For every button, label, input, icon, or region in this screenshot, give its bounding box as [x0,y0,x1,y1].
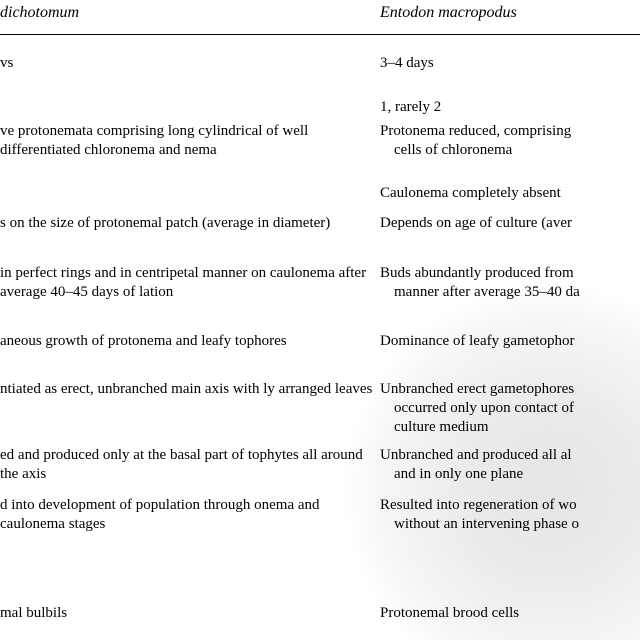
table-cell-left [0,92,380,98]
table-cell-left: aneous growth of protonema and leafy top… [0,326,380,351]
table-cell-left: ed and produced only at the basal part o… [0,440,380,484]
table-cell-right: 1, rarely 2 [380,92,640,117]
cell-line: cells of chloronema [380,141,640,160]
table-cell-right: 3–4 days [380,48,640,73]
column-left-header: dichotomum [0,0,380,35]
cell-line: Unbranched erect gametophores [380,380,640,399]
cell-line: Protonema reduced, comprising [380,122,640,141]
table-cell-right: Protonema reduced, comprising cells of c… [380,116,640,160]
table-cell-left [0,538,380,544]
table-cell-right: Protonemal brood cells [380,598,640,623]
table-cell-right: Resulted into regeneration of wo without… [380,490,640,534]
cell-line: Buds abundantly produced from [380,264,640,283]
table-cell-left: s on the size of protonemal patch (avera… [0,208,380,233]
table-cell-right: Unbranched and produced all al and in on… [380,440,640,484]
table-cell-right: Depends on age of culture (aver [380,208,640,233]
cell-line: Resulted into regeneration of wo [380,496,640,515]
cell-line: Unbranched and produced all al [380,446,640,465]
table-cell-left: in perfect rings and in centripetal mann… [0,258,380,302]
cell-line: without an intervening phase o [380,515,640,534]
table-cell-right [380,538,640,544]
table-cell-right: Caulonema completely absent [380,178,640,203]
table-cell-left: mal bulbils [0,598,380,623]
table-cell-right: Dominance of leafy gametophor [380,326,640,351]
cell-line: culture medium [380,418,640,437]
table-cell-left: d into development of population through… [0,490,380,534]
table-cell-left: vs [0,48,380,73]
table-cell-left: ntiated as erect, unbranched main axis w… [0,374,380,399]
cell-line: occurred only upon contact of [380,399,640,418]
column-right-header: Entodon macropodus [380,0,640,35]
column-left: dichotomum vsve protonemata comprising l… [0,0,380,35]
table-cell-left [0,178,380,184]
cell-line: manner after average 35–40 da [380,283,640,302]
column-right: Entodon macropodus 3–4 days1, rarely 2Pr… [380,0,640,35]
table-cell-right: Unbranched erect gametophores occurred o… [380,374,640,438]
table-cell-right: Buds abundantly produced from manner aft… [380,258,640,302]
cell-line: and in only one plane [380,465,640,484]
table-cell-left: ve protonemata comprising long cylindric… [0,116,380,160]
